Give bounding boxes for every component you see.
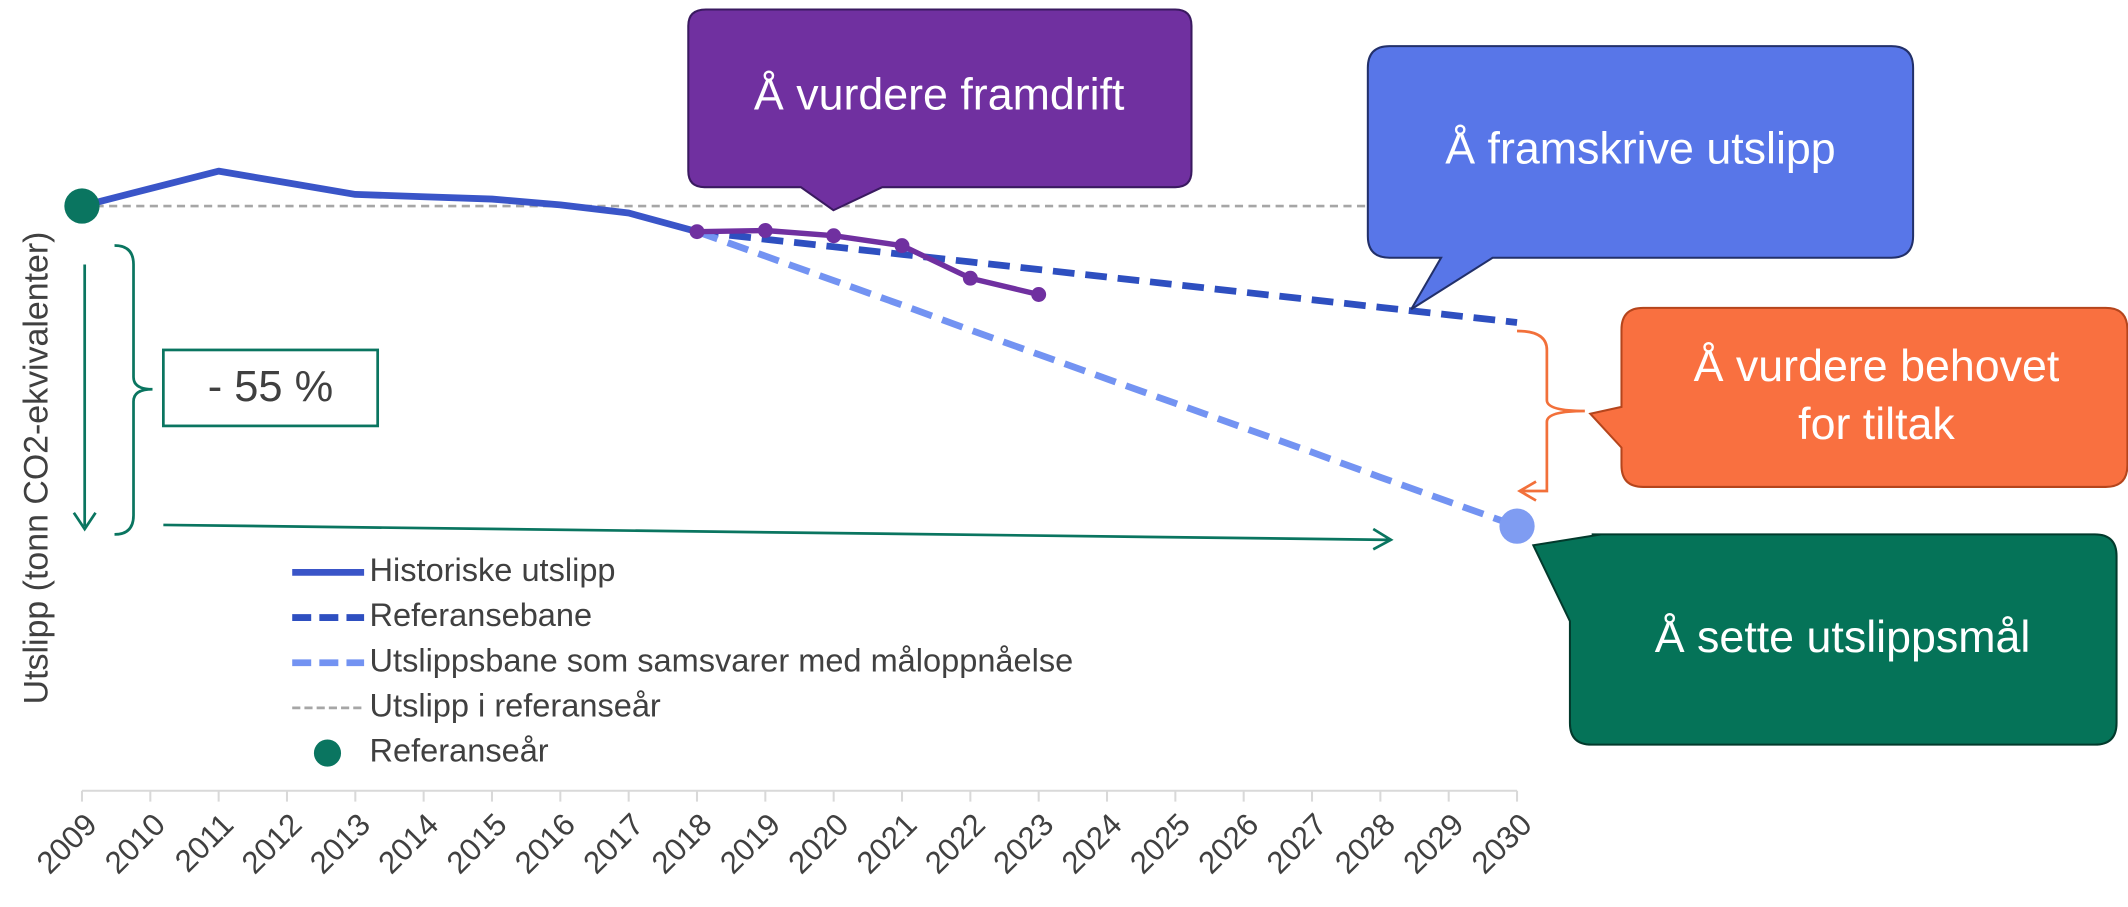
legend-swatch <box>313 739 342 767</box>
target-point <box>1499 508 1535 544</box>
series-marker <box>689 224 705 240</box>
x-tick-label: 2020 <box>781 807 855 881</box>
x-tick-label: 2025 <box>1123 807 1197 881</box>
gap-bracket <box>1517 329 1585 502</box>
series-marker <box>826 228 842 244</box>
series-line <box>696 227 1040 298</box>
x-tick-label: 2022 <box>918 807 992 881</box>
x-tick-label: 2024 <box>1055 807 1129 881</box>
x-tick-label: 2019 <box>713 807 787 881</box>
x-tick-label: 2026 <box>1191 807 1265 881</box>
x-tick-label: 2017 <box>576 807 650 881</box>
series-marker <box>757 223 773 238</box>
x-tick-label: 2021 <box>850 807 924 881</box>
x-tick-label: 2027 <box>1260 807 1334 881</box>
legend-label: Utslippsbane som samsvarer med måloppnåe… <box>370 642 1074 678</box>
legend-label: Referansebane <box>370 597 593 633</box>
callout-progress <box>687 8 1193 212</box>
x-tick-label: 2013 <box>303 807 377 881</box>
callout-measures <box>1588 306 2128 488</box>
x-tick-label: 2028 <box>1328 807 1402 881</box>
callout-projection <box>1366 45 1915 311</box>
series-marker <box>894 238 910 254</box>
legend-label: Historiske utslipp <box>370 552 616 588</box>
callout-target <box>1531 533 2118 746</box>
x-tick-label: 2018 <box>645 807 719 881</box>
callout-text: for tiltak <box>1798 399 1955 449</box>
callout-text: Å framskrive utslipp <box>1445 124 1835 174</box>
series-line <box>81 167 698 235</box>
legend-label: Referanseår <box>370 733 549 769</box>
reduction-box <box>161 348 380 428</box>
legend-label: Utslipp i referanseår <box>370 687 661 723</box>
y-axis-label: Utslipp (tonn CO2-ekvivalenter) <box>18 232 56 705</box>
series-line <box>695 228 1519 530</box>
series-marker <box>1031 287 1047 302</box>
series-layer <box>64 167 1535 544</box>
plot: 2009201020112012201320142015201620172018… <box>30 204 1539 881</box>
x-tick-label: 2015 <box>440 807 514 881</box>
x-tick-label: 2030 <box>1465 807 1539 881</box>
callout-text: Å vurdere framdrift <box>754 69 1125 119</box>
x-tick-label: 2029 <box>1397 807 1471 881</box>
series-marker <box>962 270 978 286</box>
x-tick-label: 2023 <box>986 807 1060 881</box>
reference-point <box>64 188 100 224</box>
callout-text: Å vurdere behovet <box>1694 341 2060 391</box>
x-tick-label: 2016 <box>508 807 582 881</box>
x-tick-label: 2011 <box>168 807 240 879</box>
callout-text: Å sette utslippsmål <box>1655 612 2031 662</box>
x-tick-label: 2010 <box>98 807 172 881</box>
x-tick-label: 2012 <box>235 807 309 881</box>
x-tick-label: 2009 <box>30 807 104 881</box>
series-line <box>696 228 1518 326</box>
reduction-label: - 55 % <box>208 363 333 411</box>
reduction-marker <box>72 244 1394 551</box>
x-tick-label: 2014 <box>371 807 445 881</box>
